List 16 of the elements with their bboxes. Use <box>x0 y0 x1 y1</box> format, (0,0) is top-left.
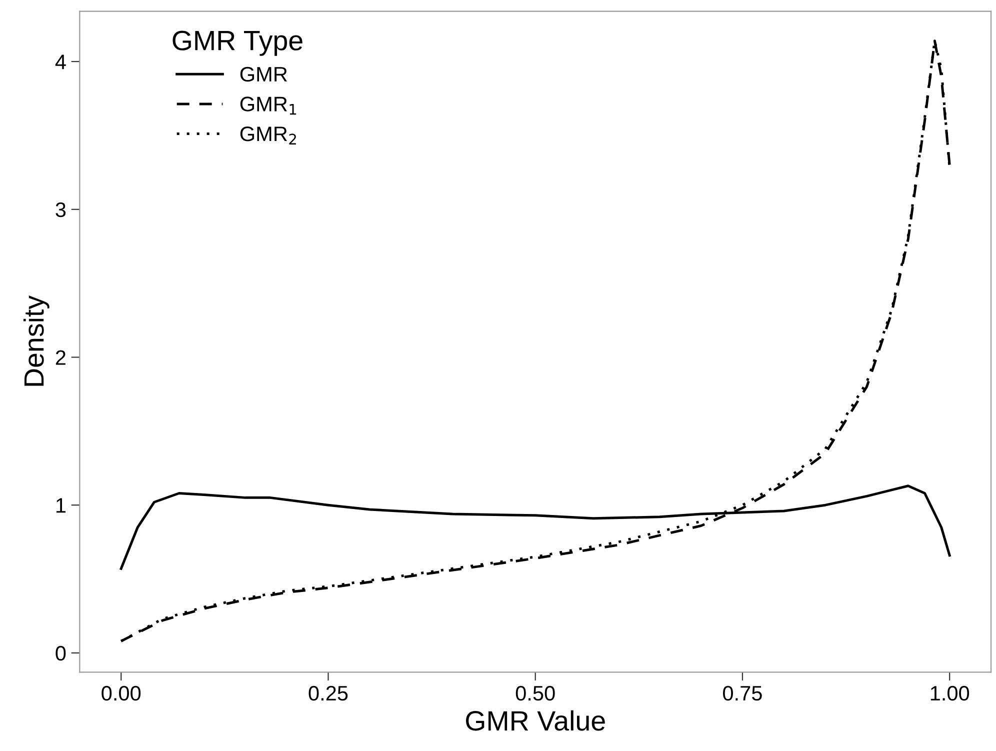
y-tick-label: 4 <box>55 54 66 70</box>
y-tick-label: 1 <box>56 498 66 513</box>
legend-label: GMR$_{1}$ <box>240 96 296 115</box>
x-tick-label: 1.00 <box>930 686 970 701</box>
y-tick-label: 2 <box>56 350 66 365</box>
legend-label: GMR$_{2}$ <box>240 126 296 144</box>
y-tick-label: 0 <box>56 646 66 661</box>
legend-label: GMR <box>240 66 287 82</box>
x-tick-label: 0.75 <box>723 686 762 701</box>
legend-title: GMR Type <box>172 30 302 56</box>
x-tick-label: 0.25 <box>308 686 348 701</box>
y-axis-title: Density <box>23 295 50 386</box>
y-tick-label: 3 <box>56 202 66 218</box>
x-axis-title: GMR Value <box>466 710 605 731</box>
x-tick-label: 0.00 <box>102 686 141 701</box>
x-tick-label: 0.50 <box>516 686 555 701</box>
